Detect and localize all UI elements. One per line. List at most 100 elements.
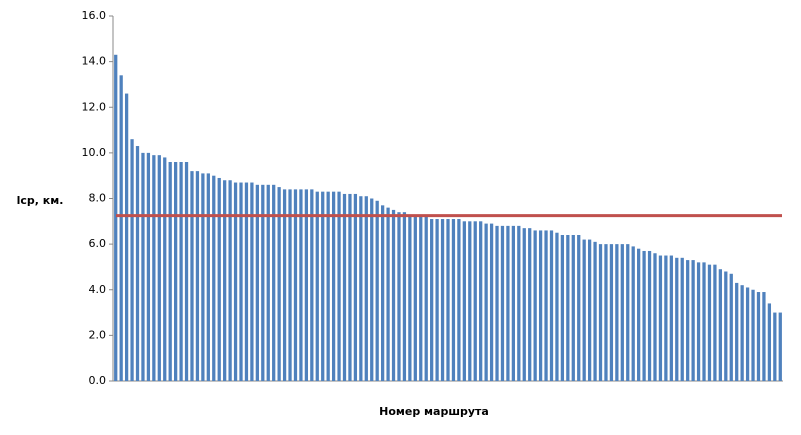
bar (451, 219, 456, 381)
bar (277, 187, 281, 381)
bar (446, 219, 450, 381)
bar (631, 246, 635, 381)
bar (620, 244, 624, 381)
bar (707, 264, 712, 381)
bar (729, 273, 733, 381)
bar (549, 230, 554, 381)
bar (653, 253, 657, 381)
bar (522, 228, 526, 381)
bar (435, 219, 439, 381)
bar (669, 255, 673, 381)
bar (233, 182, 238, 381)
bar (321, 191, 325, 381)
bar (413, 216, 417, 381)
bar (615, 244, 619, 381)
bar (582, 239, 586, 381)
bar (767, 303, 772, 381)
bar (462, 221, 466, 381)
bar (691, 260, 695, 381)
bar (735, 282, 739, 381)
y-tick-label: 6.0 (89, 237, 107, 250)
bar (724, 271, 728, 381)
bar (157, 155, 161, 381)
bar (359, 196, 363, 381)
bar (675, 257, 679, 381)
y-tick-label: 12.0 (82, 100, 107, 113)
bar (381, 205, 385, 381)
y-tick-label: 10.0 (82, 146, 107, 159)
bar (642, 250, 646, 381)
bar (402, 212, 407, 381)
bar (587, 239, 592, 381)
bar (419, 216, 423, 381)
bar (468, 221, 472, 381)
bar (637, 248, 641, 381)
bar (261, 184, 265, 381)
bar (560, 235, 565, 381)
bar (114, 54, 118, 381)
bar (331, 191, 336, 381)
bar (538, 230, 543, 381)
bar (168, 162, 172, 381)
x-axis-title: Номер маршрута (379, 405, 489, 418)
bar (745, 287, 750, 381)
bar (212, 175, 216, 381)
bar (174, 162, 178, 381)
y-axis-title: lср, км. (17, 194, 64, 207)
bar (713, 264, 717, 381)
y-tick-label: 2.0 (89, 328, 107, 341)
bar (762, 292, 766, 381)
bar (304, 189, 309, 381)
bar (517, 225, 521, 381)
bar (239, 182, 243, 381)
bar (430, 219, 434, 381)
bar (479, 221, 483, 381)
bar (375, 200, 379, 381)
bar (348, 193, 352, 381)
bar (686, 260, 690, 381)
bar (315, 191, 319, 381)
bar (255, 184, 259, 381)
bar (489, 223, 494, 381)
bar (272, 184, 276, 381)
bar (598, 244, 603, 381)
bar (566, 235, 570, 381)
bar (342, 193, 347, 381)
bar (544, 230, 548, 381)
bar (282, 189, 287, 381)
bar (440, 219, 445, 381)
bar (626, 244, 630, 381)
bar (484, 223, 488, 381)
bar (391, 209, 396, 381)
bar (457, 219, 461, 381)
bar (718, 269, 722, 381)
bar (773, 312, 777, 381)
bar (201, 173, 205, 381)
y-tick-label: 0.0 (89, 374, 107, 387)
bar (506, 225, 510, 381)
bar (146, 152, 151, 381)
y-tick-label: 16.0 (82, 9, 107, 22)
bar (141, 152, 145, 381)
bar (577, 235, 581, 381)
bar (353, 193, 358, 381)
bar (702, 262, 706, 381)
bar (408, 216, 412, 381)
bar (190, 171, 194, 381)
bar (293, 189, 298, 381)
bar (593, 241, 597, 381)
bar (473, 221, 477, 381)
bar (658, 255, 663, 381)
bar (364, 196, 368, 381)
bar (326, 191, 330, 381)
bar (163, 157, 167, 381)
bar (555, 232, 559, 381)
bar (647, 250, 652, 381)
bar (740, 285, 744, 381)
bar (288, 189, 292, 381)
y-tick-label: 4.0 (89, 283, 107, 296)
bar (184, 162, 189, 381)
bar (397, 212, 401, 381)
